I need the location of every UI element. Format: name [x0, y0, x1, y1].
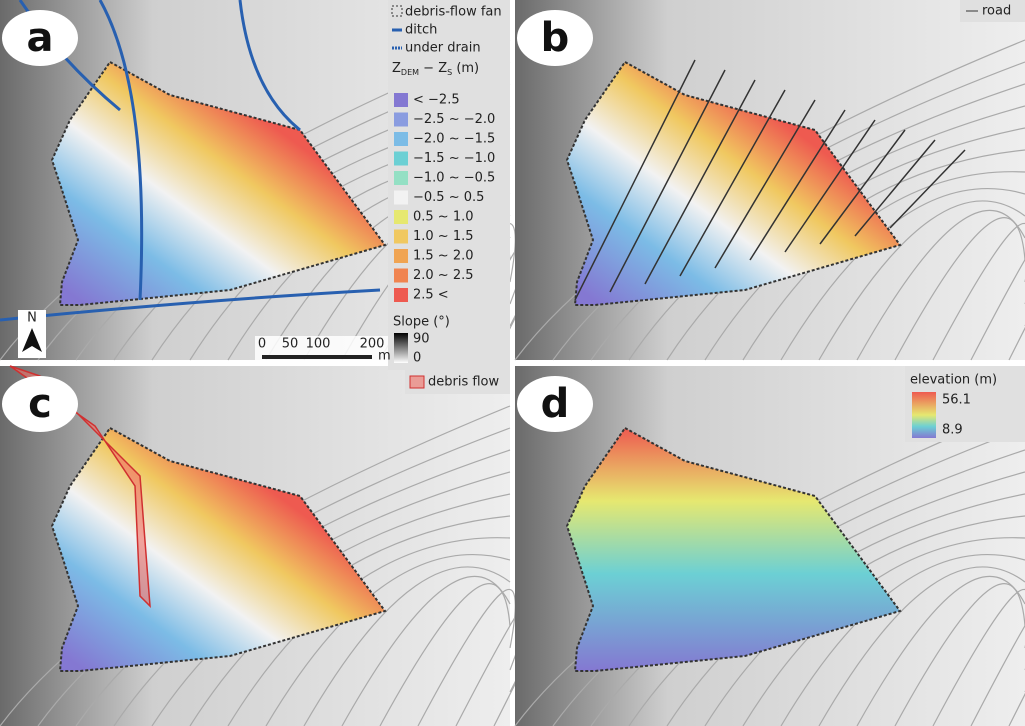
class-swatch [394, 249, 408, 263]
title-part: − Z [419, 61, 447, 76]
class-swatch [394, 210, 408, 224]
map-panel: c [0, 366, 558, 726]
legend-text: under drain [405, 41, 481, 56]
scale-label: 50 [282, 337, 299, 352]
title-part: DEM [401, 68, 419, 77]
panel-label: b [541, 15, 570, 61]
class-label: −2.0 ~ −1.5 [413, 132, 495, 147]
map-panel: b [515, 0, 1025, 360]
class-label: 2.0 ~ 2.5 [413, 268, 474, 283]
legend-text: ditch [405, 23, 437, 38]
north-label: N [27, 311, 37, 326]
class-label: < −2.5 [413, 93, 460, 108]
panel-label: c [28, 381, 52, 427]
class-swatch [394, 113, 408, 127]
class-swatch [394, 171, 408, 185]
class-label: −1.5 ~ −1.0 [413, 151, 495, 166]
class-label: 0.5 ~ 1.0 [413, 210, 474, 225]
title-part: Z [392, 61, 401, 76]
class-swatch [394, 132, 408, 146]
class-swatch [394, 191, 408, 205]
legend-text: 8.9 [942, 423, 963, 438]
panel-label: d [541, 381, 570, 427]
legend-text: 56.1 [942, 393, 971, 408]
title-part: (m) [452, 61, 479, 76]
class-swatch [394, 269, 408, 283]
scale-unit: m [378, 349, 391, 364]
class-label: −1.0 ~ −0.5 [413, 171, 495, 186]
legend-text: 90 [413, 332, 430, 347]
class-swatch [394, 230, 408, 244]
class-swatch [394, 288, 408, 302]
legend-text: debris flow [428, 375, 500, 390]
legend-title: Slope (°) [393, 315, 450, 330]
legend-text: 0 [413, 351, 421, 366]
legend-text: road [982, 4, 1011, 19]
scale-label: 100 [306, 337, 331, 352]
class-label: −2.5 ~ −2.0 [413, 112, 495, 127]
legend-title: elevation (m) [910, 373, 997, 388]
class-label: 1.5 ~ 2.0 [413, 249, 474, 264]
legend-text: debris-flow fan [405, 5, 502, 20]
figure: abcddebris-flow fanditchunder drainZDEM … [0, 0, 1025, 726]
scale-label: 0 [258, 337, 266, 352]
class-label: 1.0 ~ 1.5 [413, 229, 474, 244]
class-label: −0.5 ~ 0.5 [413, 190, 484, 205]
scale-bar [262, 355, 372, 359]
class-swatch [394, 152, 408, 166]
panel-label: a [27, 15, 54, 61]
class-swatch [394, 93, 408, 107]
class-label: 2.5 < [413, 288, 449, 303]
elev-bar [912, 392, 936, 438]
debris-flow-icon [410, 376, 424, 388]
slope-bar [394, 333, 408, 363]
